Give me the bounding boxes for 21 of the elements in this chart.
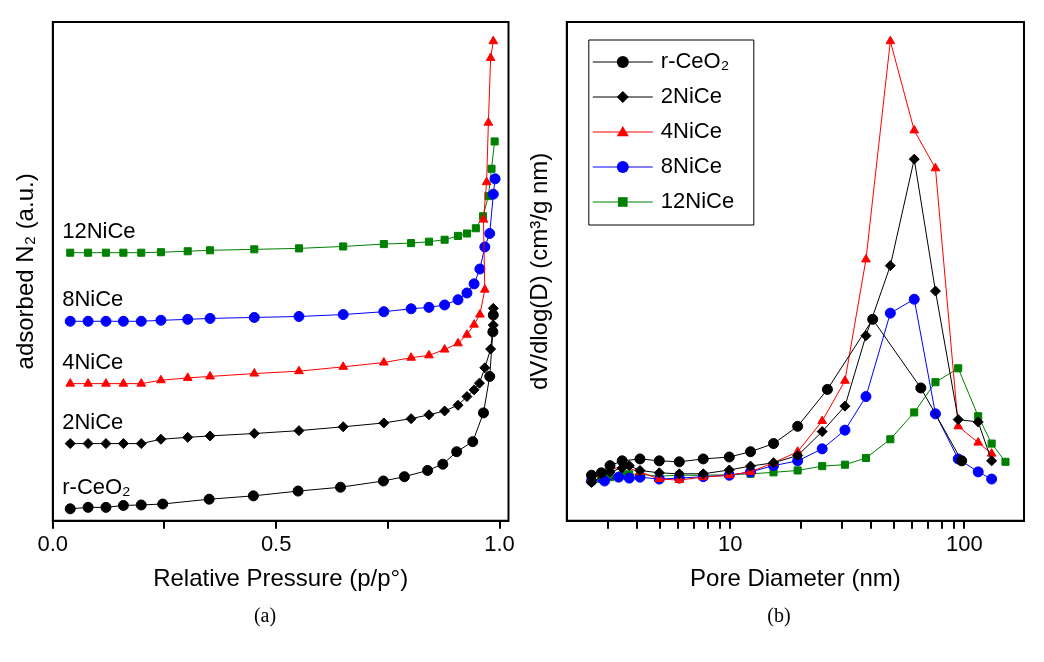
y-axis-title: adsorbed N₂ (a.u.): [11, 173, 39, 370]
x-tick-label: 10: [718, 531, 743, 557]
x-tick-label: 1.0: [484, 531, 515, 557]
series-label: 8NiCe: [62, 286, 124, 312]
legend-label: 2NiCe: [660, 83, 722, 109]
text: (a): [252, 604, 278, 627]
text: (b): [766, 604, 792, 627]
y-axis-title: dV/dlog(D) (cm³/g nm): [525, 152, 553, 391]
x-tick-label: 0.0: [37, 531, 69, 557]
legend-label: 4NiCe: [660, 118, 722, 144]
x-axis-title: Pore Diameter (nm): [690, 564, 901, 592]
legend-label: 12NiCe: [660, 188, 735, 214]
x-axis-title: Relative Pressure (p/p°): [153, 564, 409, 592]
x-tick-label: 0.5: [260, 531, 292, 557]
legend-label: 8NiCe: [660, 153, 722, 179]
series-label: 4NiCe: [62, 348, 124, 374]
series-label: r-CeO₂: [62, 473, 131, 499]
legend-label: r-CeO₂: [660, 48, 730, 74]
series-label: 12NiCe: [62, 217, 136, 243]
x-tick-label: 100: [945, 531, 983, 557]
series-label: 2NiCe: [62, 408, 124, 434]
